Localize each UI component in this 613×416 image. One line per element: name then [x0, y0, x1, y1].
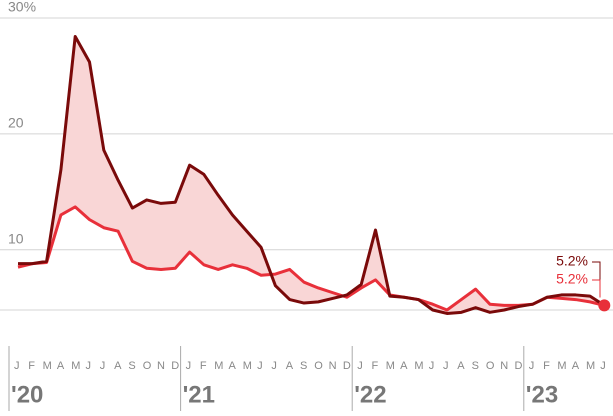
x-tick-label: O — [314, 360, 323, 372]
x-tick-label: A — [57, 360, 65, 372]
x-tick-label: M — [557, 360, 566, 372]
gap-area — [18, 36, 605, 314]
x-tick-label: M — [71, 360, 80, 372]
x-tick-label: N — [157, 360, 165, 372]
x-tick-label: N — [329, 360, 337, 372]
value-label: 5.2% — [556, 253, 588, 269]
x-tick-label: A — [572, 360, 580, 372]
x-tick-label: N — [500, 360, 508, 372]
x-tick-label: M — [386, 360, 395, 372]
y-tick-label: 20 — [8, 115, 24, 131]
x-tick-label: M — [43, 360, 52, 372]
x-tick-label: A — [457, 360, 465, 372]
x-tick-label: F — [28, 360, 35, 372]
x-tick-label: D — [515, 360, 523, 372]
year-label: '21 — [183, 381, 215, 408]
x-tick-label: O — [143, 360, 152, 372]
x-tick-label: J — [86, 360, 92, 372]
y-tick-label: 10 — [8, 230, 24, 246]
x-tick-label: J — [443, 360, 449, 372]
x-tick-label: J — [257, 360, 263, 372]
x-tick-label: J — [529, 360, 535, 372]
x-tick-label: J — [100, 360, 106, 372]
x-tick-label: S — [472, 360, 479, 372]
year-label: '20 — [11, 381, 43, 408]
x-tick-label: M — [586, 360, 595, 372]
x-tick-label: J — [357, 360, 363, 372]
label-leader — [592, 279, 601, 298]
x-tick-label: S — [128, 360, 135, 372]
x-tick-label: F — [543, 360, 550, 372]
x-tick-label: M — [214, 360, 223, 372]
x-tick-label: A — [286, 360, 294, 372]
x-tick-label: A — [229, 360, 237, 372]
x-tick-label: J — [14, 360, 20, 372]
x-tick-label: A — [114, 360, 122, 372]
x-tick-label: F — [200, 360, 207, 372]
x-tick-label: J — [600, 360, 606, 372]
x-tick-label: D — [343, 360, 351, 372]
x-tick-label: J — [271, 360, 277, 372]
year-label: '22 — [354, 381, 386, 408]
year-label: '23 — [526, 381, 558, 408]
x-tick-label: M — [414, 360, 423, 372]
x-tick-label: F — [372, 360, 379, 372]
x-tick-label: M — [243, 360, 252, 372]
x-tick-label: D — [171, 360, 179, 372]
x-tick-label: J — [186, 360, 192, 372]
x-tick-label: O — [486, 360, 495, 372]
series-line — [18, 35, 606, 315]
end-dot — [598, 299, 611, 312]
x-tick-label: J — [429, 360, 435, 372]
y-tick-label: 30% — [8, 0, 36, 15]
x-tick-label: A — [400, 360, 408, 372]
series-line — [17, 205, 605, 312]
x-tick-label: S — [300, 360, 307, 372]
value-label: 5.2% — [556, 271, 588, 287]
